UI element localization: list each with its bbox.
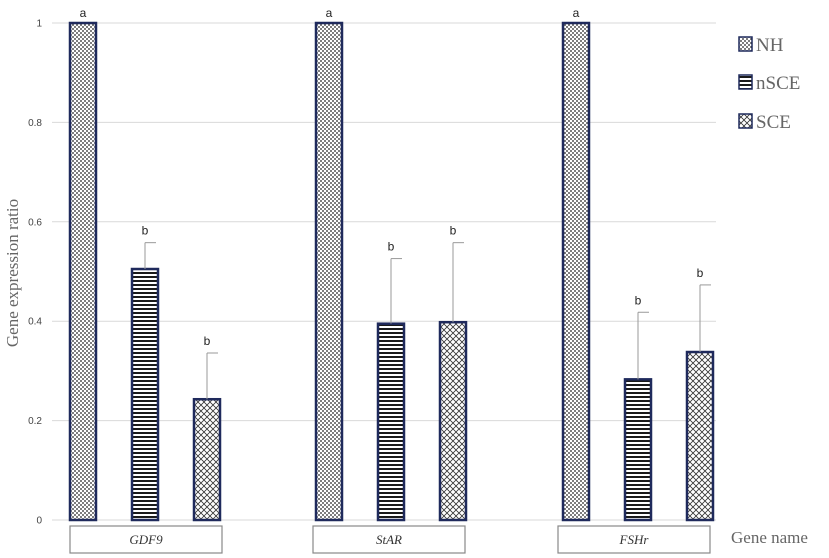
y-tick-label: 0.8: [28, 118, 42, 129]
significance-letter: a: [80, 6, 87, 20]
legend-swatch-sce: [738, 113, 753, 129]
legend-label-sce: SCE: [756, 112, 791, 133]
y-tick-label: 1: [36, 19, 42, 30]
bar-nh-gdf9: [68, 21, 98, 522]
significance-letter: b: [204, 334, 211, 348]
bar-nh-fshr: [561, 21, 591, 522]
y-tick-label: 0: [36, 516, 42, 527]
legend: NH nSCE SCE: [738, 35, 800, 133]
bar-nsce-fshr: [623, 378, 653, 522]
category-box: [312, 525, 466, 554]
grid-lines: [52, 22, 716, 521]
category-label-star: StAR: [376, 532, 402, 547]
legend-label-nsce: nSCE: [756, 73, 800, 94]
category-box: [69, 525, 223, 554]
y-axis-ticks: 0 0.2 0.4 0.6 0.8 1: [28, 19, 42, 527]
bars: [68, 21, 715, 522]
bar-sce-star: [438, 320, 468, 522]
significance-letter: a: [326, 6, 333, 20]
bar-sce-fshr: [685, 350, 715, 522]
category-labels: GDF9 StAR FSHr: [69, 525, 711, 554]
legend-swatch-nh: [738, 36, 753, 52]
legend-swatch-nsce: [738, 74, 753, 90]
category-label-gdf9: GDF9: [129, 532, 163, 547]
legend-label-nh: NH: [756, 35, 784, 56]
significance-letter: b: [697, 266, 704, 280]
category-box: [557, 525, 711, 554]
y-tick-label: 0.2: [28, 416, 42, 427]
y-axis-label: Gene expression ratio: [3, 199, 22, 347]
y-tick-label: 0.4: [28, 317, 42, 328]
category-label-fshr: FSHr: [619, 532, 650, 547]
significance-letter: b: [450, 224, 457, 238]
x-axis-label: Gene name: [731, 528, 808, 547]
significance-letter: b: [388, 240, 395, 254]
bar-nsce-star: [376, 322, 406, 522]
significance-letter: b: [635, 293, 642, 307]
y-tick-label: 0.6: [28, 217, 42, 228]
significance-letter: b: [142, 224, 149, 238]
bar-nh-star: [314, 21, 344, 522]
bar-sce-gdf9: [192, 397, 222, 522]
significance-letters: a b b a b b a b b: [80, 6, 704, 348]
error-bars: [144, 242, 711, 400]
bar-nsce-gdf9: [130, 267, 160, 522]
significance-letter: a: [573, 6, 580, 20]
